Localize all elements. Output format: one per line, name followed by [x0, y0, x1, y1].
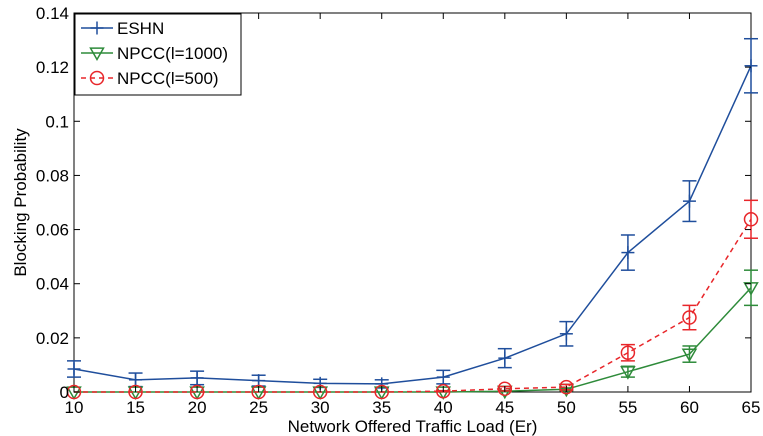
- circle-marker: [743, 212, 759, 227]
- y-tick-label: 0.1: [45, 112, 69, 131]
- legend-label: ESHN: [117, 19, 164, 38]
- circle-marker: [559, 379, 574, 395]
- circle-marker: [312, 384, 328, 400]
- circle-marker: [497, 381, 513, 397]
- circle-marker: [189, 384, 205, 400]
- circle-marker: [66, 384, 82, 400]
- y-tick-label: 0.14: [36, 4, 69, 23]
- series-line: [73, 65, 752, 385]
- y-tick-label: 0.04: [36, 275, 69, 294]
- axes-layer: 10 15 20 25 30 35 40 45 50 55 60 65 0 0.02 0.04 0.06 0.0…: [36, 4, 761, 417]
- legend-label: NPCC(l=500): [117, 69, 219, 88]
- x-tick-label: 65: [742, 398, 761, 417]
- legend: ESHN NPCC(l=1000) NPCC(l=500): [74, 13, 242, 96]
- series-layer: [66, 37, 759, 401]
- y-tick-label: 0: [60, 383, 69, 402]
- circle-marker: [682, 310, 697, 325]
- y-tick-label: 0.12: [36, 58, 69, 77]
- circle-marker: [89, 70, 105, 86]
- x-tick-label: 15: [126, 398, 145, 417]
- x-tick-label: 20: [188, 398, 207, 417]
- y-tick-label: 0.06: [36, 221, 69, 240]
- triangle-marker: [89, 47, 105, 62]
- x-axis-label: Network Offered Traffic Load (Er): [288, 417, 538, 436]
- triangle-marker: [681, 348, 698, 363]
- x-tick-label: 60: [680, 398, 699, 417]
- circle-marker: [436, 383, 451, 399]
- x-tick-label: 35: [372, 398, 391, 417]
- series-0: [67, 37, 758, 391]
- x-tick-label: 45: [495, 398, 514, 417]
- circle-marker: [620, 345, 636, 360]
- triangle-marker: [743, 282, 759, 296]
- x-tick-label: 50: [557, 398, 576, 417]
- x-tick-label: 25: [249, 398, 268, 417]
- y-axis-label: Blocking Probability: [11, 128, 30, 277]
- legend-label: NPCC(l=1000): [117, 44, 228, 63]
- circle-marker: [374, 384, 389, 400]
- circle-marker: [128, 384, 143, 400]
- x-tick-label: 40: [434, 398, 453, 417]
- triangle-marker: [620, 366, 636, 380]
- x-tick-label: 55: [618, 398, 637, 417]
- series-line: [74, 218, 752, 393]
- y-tick-label: 0.02: [36, 329, 69, 348]
- x-tick-label: 10: [65, 398, 84, 417]
- x-tick-label: 30: [311, 398, 330, 417]
- y-tick-label: 0.08: [36, 166, 69, 185]
- circle-marker: [251, 384, 266, 400]
